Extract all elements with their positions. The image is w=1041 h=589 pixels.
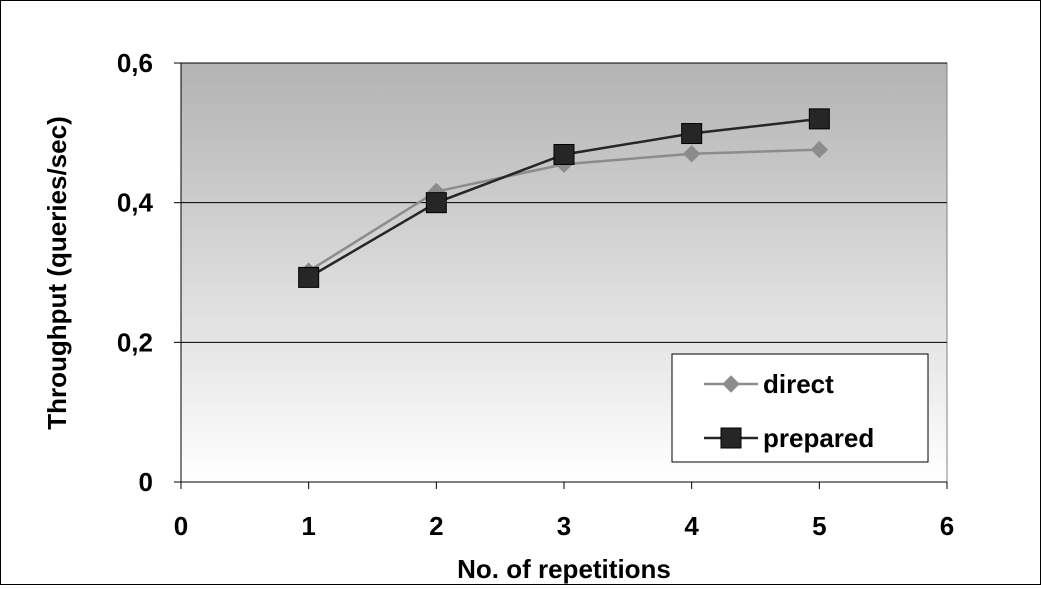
legend-item-direct: direct — [704, 369, 834, 399]
x-axis-label: No. of repetitions — [457, 554, 671, 584]
legend-box — [671, 353, 929, 463]
x-tick-label: 3 — [557, 511, 571, 541]
y-tick-labels: 0 0,2 0,4 0,6 — [117, 48, 154, 497]
y-tick-label: 0,2 — [117, 327, 153, 357]
x-tick-label: 1 — [301, 511, 315, 541]
legend-item-prepared: prepared — [704, 423, 874, 453]
grid-lines — [181, 62, 947, 343]
legend: direct prepared — [671, 353, 929, 463]
data-point-prepared — [808, 108, 830, 130]
data-point-direct — [810, 140, 829, 159]
legend-label-prepared: prepared — [763, 423, 874, 453]
x-tick-label: 4 — [684, 511, 699, 541]
axes — [174, 62, 948, 489]
legend-marker-direct — [722, 375, 740, 393]
data-point-direct — [682, 145, 701, 163]
y-tick-label: 0,4 — [117, 188, 154, 218]
y-axis-label: Throughput (queries/sec) — [42, 116, 72, 429]
x-tick-label: 0 — [174, 511, 188, 541]
legend-marker-prepared — [720, 427, 742, 449]
data-point-prepared — [681, 123, 703, 145]
x-tick-label: 5 — [812, 511, 826, 541]
y-tick-label: 0,6 — [117, 48, 153, 78]
x-tick-label: 2 — [429, 511, 443, 541]
legend-label-direct: direct — [763, 369, 834, 399]
series-layer — [298, 108, 830, 288]
data-point-prepared — [298, 266, 320, 288]
x-tick-label: 6 — [940, 511, 954, 541]
series-prepared — [298, 108, 830, 288]
data-point-prepared — [425, 192, 447, 214]
data-point-prepared — [553, 143, 575, 165]
x-tick-labels: 0 1 2 3 4 5 6 — [174, 511, 954, 541]
y-tick-label: 0 — [139, 467, 153, 497]
